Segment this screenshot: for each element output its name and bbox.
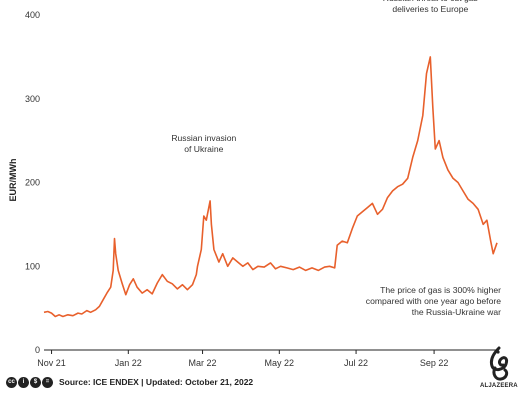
y-tick-label: 400: [25, 10, 40, 20]
cc-icon: cc: [6, 376, 17, 388]
y-axis-label: EUR/MWh: [8, 159, 18, 202]
price-series-line: [43, 56, 498, 318]
x-tick-label: May 22: [265, 358, 295, 368]
y-tick-label: 300: [25, 94, 40, 104]
aljazeera-logo: [489, 346, 509, 381]
annotation-line: the Russia-Ukraine war: [412, 307, 501, 317]
annotation-line: Russian invasion: [171, 133, 236, 143]
logo-text: ALJAZEERA: [480, 383, 518, 389]
x-tick-label: Jan 22: [115, 358, 142, 368]
x-axis: Nov 21 Jan 22 Mar 22 May 22 Jul 22 Sep 22: [37, 349, 497, 368]
annotation-line: Russian threat to cut gas: [383, 0, 478, 3]
footer: cc i $ = Source: ICE ENDEX | Updated: Oc…: [6, 375, 253, 389]
source-text: Source: ICE ENDEX | Updated: October 21,…: [59, 377, 254, 387]
y-tick-label: 200: [25, 178, 40, 188]
annotation-threat: Russian threat to cut gasdeliveries to E…: [383, 0, 478, 14]
nc-icon: $: [30, 376, 41, 388]
annotation-line: compared with one year ago before: [366, 296, 501, 306]
annotation-line: of Ukraine: [184, 144, 223, 154]
nd-icon: =: [42, 376, 53, 388]
license-icons: cc i $ =: [6, 376, 53, 388]
x-tick-label: Mar 22: [189, 358, 217, 368]
annotation-line: The price of gas is 300% higher: [380, 285, 501, 295]
series-group: [43, 56, 498, 318]
y-axis: 0 100 200 300 400: [25, 10, 40, 355]
y-tick-label: 0: [35, 345, 40, 355]
x-tick-label: Jul 22: [344, 358, 368, 368]
y-tick-label: 100: [25, 261, 40, 271]
annotation-invasion: Russian invasion of Ukraine: [171, 133, 236, 154]
annotation-line: deliveries to Europe: [392, 4, 468, 14]
annotation-note: The price of gas is 300% higher compared …: [366, 285, 501, 317]
by-icon: i: [18, 376, 29, 388]
x-tick-label: Sep 22: [420, 358, 449, 368]
x-tick-label: Nov 21: [37, 358, 66, 368]
